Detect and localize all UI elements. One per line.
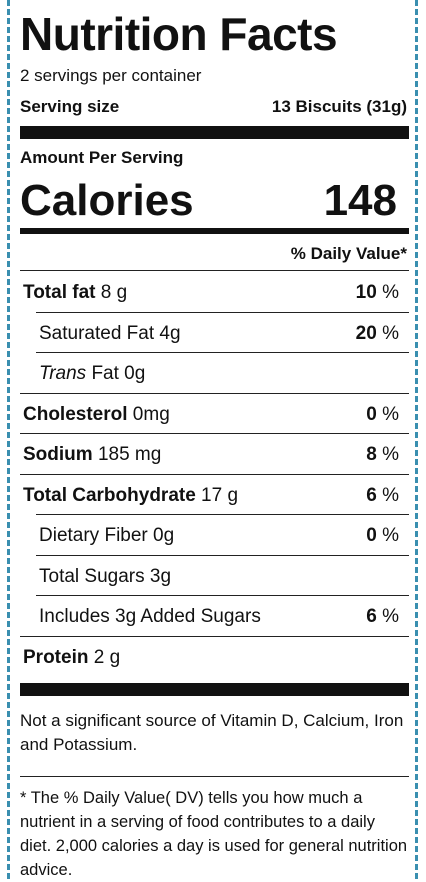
nutrient-daily-value: 20 % (356, 323, 399, 345)
nutrient-label: Total fat (23, 282, 96, 303)
nutrient-divider (36, 352, 409, 353)
nutrient-divider (20, 393, 409, 394)
percent-symbol: % (382, 323, 399, 344)
nutrient-name: Trans Fat 0g (39, 363, 145, 385)
nutrient-amount: 8 g (95, 282, 128, 303)
medium-divider-calories (20, 228, 409, 234)
daily-value-header: % Daily Value* (290, 244, 407, 263)
nutrient-daily-value: 6 % (366, 606, 399, 628)
nutrient-amount: 185 mg (92, 444, 162, 465)
nutrient-label: Sodium (23, 444, 93, 465)
nutrient-name: Total Carbohydrate 17 g (23, 485, 238, 507)
nutrient-amount: 2 g (88, 647, 121, 668)
nutrient-name: Total fat 8 g (23, 282, 127, 304)
calories-label: Calories (20, 176, 194, 225)
nutrient-amount: Total Sugars 3g (39, 566, 172, 587)
nutrient-label: Total Carbohydrate (23, 485, 196, 506)
nutrient-divider (20, 474, 409, 475)
nutrient-row: Total fat 8 g 10 % (20, 272, 409, 312)
nutrient-name: Protein 2 g (23, 647, 120, 669)
nutrient-divider (20, 433, 409, 434)
nutrient-divider (36, 514, 409, 515)
nutrient-row: Saturated Fat 4g 20 % (20, 313, 409, 353)
nutrient-name: Dietary Fiber 0g (39, 525, 174, 547)
daily-value-number: 10 (355, 282, 377, 303)
daily-value-number: 6 (366, 485, 377, 506)
thick-divider-top (20, 126, 409, 139)
nutrient-row: Cholesterol 0mg 0 % (20, 394, 409, 434)
amount-per-serving: Amount Per Serving (20, 148, 184, 167)
serving-size-row: Serving size 13 Biscuits (31g) (20, 97, 409, 119)
nutrient-name: Total Sugars 3g (39, 566, 171, 588)
nutrient-amount: 17 g (195, 485, 239, 506)
nutrient-daily-value: 0 % (366, 404, 399, 426)
nutrient-name: Cholesterol 0mg (23, 404, 170, 426)
percent-symbol: % (382, 404, 399, 425)
nutrient-divider (36, 595, 409, 596)
divider-dv-header (20, 270, 409, 271)
servings-per-container: 2 servings per container (20, 66, 202, 85)
percent-symbol: % (382, 444, 399, 465)
nutrient-label: Cholesterol (23, 404, 128, 425)
nutrient-daily-value: 8 % (366, 444, 399, 466)
nutrient-amount: Dietary Fiber 0g (39, 525, 175, 546)
daily-value-number: 6 (366, 606, 377, 627)
nutrition-facts-label: Nutrition Facts 2 servings per container… (20, 0, 409, 879)
nutrient-divider (36, 312, 409, 313)
nutrient-daily-value: 0 % (366, 525, 399, 547)
nutrient-row: Protein 2 g (20, 637, 409, 677)
daily-value-number: 0 (366, 404, 377, 425)
thick-divider-bottom (20, 683, 409, 696)
nutrient-amount: Fat 0g (86, 363, 146, 384)
label-title: Nutrition Facts (20, 8, 338, 60)
calories-value: 148 (323, 176, 397, 225)
daily-value-footnote: * The % Daily Value( DV) tells you how m… (20, 789, 408, 879)
nutrient-divider (36, 555, 409, 556)
percent-symbol: % (382, 282, 399, 303)
nutrient-name: Sodium 185 mg (23, 444, 161, 466)
daily-value-number: 8 (366, 444, 377, 465)
nutrient-amount: Saturated Fat 4g (39, 323, 181, 344)
nutrient-name: Includes 3g Added Sugars (39, 606, 261, 628)
nutrient-amount: Includes 3g Added Sugars (39, 606, 261, 627)
serving-size-value: 13 Biscuits (31g) (271, 97, 407, 116)
divider-footnote (20, 776, 409, 777)
percent-symbol: % (382, 485, 399, 506)
nutrient-row: Dietary Fiber 0g 0 % (20, 515, 409, 555)
serving-size-label: Serving size (20, 97, 120, 116)
percent-symbol: % (382, 525, 399, 546)
nutrient-row: Includes 3g Added Sugars 6 % (20, 596, 409, 636)
nutrient-row: Total Sugars 3g (20, 556, 409, 596)
nutrient-amount: 0mg (127, 404, 170, 425)
nutrient-italic-prefix: Trans (39, 363, 87, 384)
nutrient-row: Total Carbohydrate 17 g 6 % (20, 475, 409, 515)
right-dashed-border (415, 0, 418, 879)
percent-symbol: % (382, 606, 399, 627)
nutrient-row: Sodium 185 mg 8 % (20, 434, 409, 474)
daily-value-number: 20 (355, 323, 377, 344)
left-dashed-border (7, 0, 10, 879)
nutrient-row: Trans Fat 0g (20, 353, 409, 393)
nutrient-label: Protein (23, 647, 89, 668)
nutrient-divider (20, 636, 409, 637)
nutrient-daily-value: 6 % (366, 485, 399, 507)
vitamin-note: Not a significant source of Vitamin D, C… (20, 711, 404, 754)
nutrient-daily-value: 10 % (356, 282, 399, 304)
daily-value-number: 0 (366, 525, 377, 546)
nutrient-name: Saturated Fat 4g (39, 323, 181, 345)
